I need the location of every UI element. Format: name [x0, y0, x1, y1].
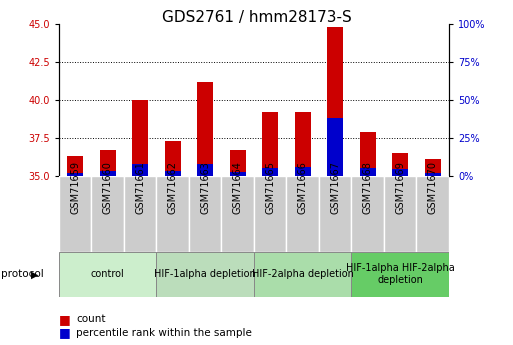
Bar	[100, 171, 116, 176]
Bar	[165, 171, 181, 176]
Text: GSM71663: GSM71663	[200, 161, 210, 214]
Text: GSM71659: GSM71659	[70, 161, 80, 214]
Bar	[67, 173, 83, 176]
Bar	[424, 173, 441, 176]
Bar	[91, 176, 124, 252]
Bar	[165, 141, 181, 176]
Bar	[124, 176, 156, 252]
Bar	[392, 153, 408, 176]
Bar	[254, 252, 351, 297]
Bar	[132, 100, 148, 176]
Bar	[156, 176, 189, 252]
Text: HIF-2alpha depletion: HIF-2alpha depletion	[252, 269, 353, 279]
Bar	[189, 176, 222, 252]
Text: percentile rank within the sample: percentile rank within the sample	[76, 328, 252, 338]
Text: ▶: ▶	[31, 269, 38, 279]
Bar	[360, 132, 376, 176]
Bar	[262, 168, 278, 176]
Bar	[254, 176, 286, 252]
Text: GSM71667: GSM71667	[330, 161, 340, 214]
Text: count: count	[76, 314, 106, 324]
Bar	[132, 164, 148, 176]
Bar	[424, 159, 441, 176]
Bar	[392, 169, 408, 176]
Bar	[156, 252, 254, 297]
Text: GSM71666: GSM71666	[298, 161, 308, 214]
Bar	[197, 164, 213, 176]
Bar	[294, 167, 311, 176]
Bar	[294, 112, 311, 176]
Text: GSM71661: GSM71661	[135, 161, 145, 214]
Text: HIF-1alpha HIF-2alpha
depletion: HIF-1alpha HIF-2alpha depletion	[346, 264, 455, 285]
Text: HIF-1alpha depletion: HIF-1alpha depletion	[154, 269, 256, 279]
Bar	[100, 150, 116, 176]
Text: GSM71670: GSM71670	[428, 161, 438, 214]
Text: GDS2761 / hmm28173-S: GDS2761 / hmm28173-S	[162, 10, 351, 25]
Bar	[360, 168, 376, 176]
Bar	[351, 176, 384, 252]
Bar	[327, 118, 343, 176]
Bar	[327, 27, 343, 176]
Text: GSM71660: GSM71660	[103, 161, 113, 214]
Bar	[417, 176, 449, 252]
Bar	[229, 150, 246, 176]
Text: control: control	[91, 269, 125, 279]
Bar	[197, 82, 213, 176]
Bar	[262, 112, 278, 176]
Text: protocol: protocol	[1, 269, 44, 279]
Text: GSM71665: GSM71665	[265, 161, 275, 214]
Bar	[319, 176, 351, 252]
Text: ■: ■	[59, 313, 71, 326]
Text: GSM71664: GSM71664	[233, 161, 243, 214]
Bar	[59, 176, 91, 252]
Text: GSM71662: GSM71662	[168, 161, 177, 214]
Bar	[286, 176, 319, 252]
Text: GSM71668: GSM71668	[363, 161, 372, 214]
Text: ■: ■	[59, 326, 71, 339]
Bar	[351, 252, 449, 297]
Bar	[222, 176, 254, 252]
Bar	[229, 172, 246, 176]
Bar	[59, 252, 156, 297]
Text: GSM71669: GSM71669	[395, 161, 405, 214]
Bar	[384, 176, 417, 252]
Bar	[67, 156, 83, 176]
